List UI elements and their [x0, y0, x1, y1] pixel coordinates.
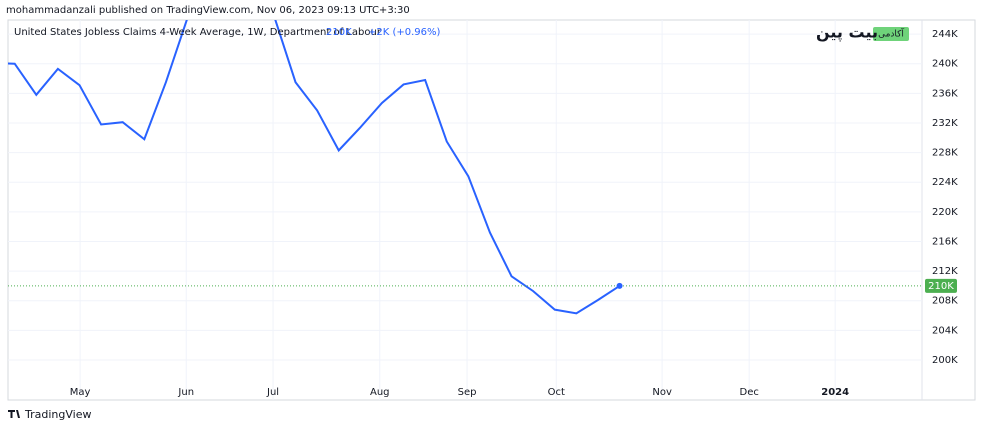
legend-change: +2K (+0.96%) [368, 27, 441, 38]
y-tick-label: 224K [932, 177, 958, 188]
y-tick-label: 236K [932, 88, 958, 99]
x-tick-label: May [70, 387, 91, 398]
y-tick-label: 200K [932, 355, 958, 366]
legend-title: United States Jobless Claims 4-Week Aver… [14, 27, 382, 38]
y-tick-label: 208K [932, 296, 958, 307]
price-label: 210K [928, 281, 954, 292]
footer: TradingView [24, 408, 91, 421]
x-tick-label: Jun [177, 387, 194, 398]
header: mohammadanzali published on TradingView.… [6, 5, 410, 16]
y-tick-label: 244K [932, 29, 958, 40]
y-tick-label: 212K [932, 266, 958, 277]
y-tick-label: 228K [932, 148, 958, 159]
frame [7, 19, 976, 401]
y-tick-label: 240K [932, 59, 958, 70]
watermark: بیت پین [816, 23, 878, 43]
line [8, 20, 621, 315]
x-tick-label: 2024 [821, 387, 849, 398]
x-tick-label: Oct [548, 387, 565, 398]
y-tick-label: 220K [932, 207, 958, 218]
x-tick-label: Dec [740, 387, 759, 398]
watermark-badge-bg [873, 27, 909, 41]
y-tick-label: 216K [932, 236, 958, 247]
watermark-badge: آکادمی [878, 28, 904, 40]
legend-value: 210K [326, 27, 352, 38]
x-tick-label: Sep [458, 387, 477, 398]
x-tick-label: Jul [266, 387, 279, 398]
y-tick-label: 204K [932, 325, 958, 336]
last-point [616, 282, 623, 289]
x-tick-label: Aug [370, 387, 390, 398]
price-label-bg [925, 278, 957, 293]
footer-logo: TradingView [8, 408, 91, 421]
y-tick-label: 232K [932, 118, 958, 129]
x-tick-label: Nov [652, 387, 672, 398]
